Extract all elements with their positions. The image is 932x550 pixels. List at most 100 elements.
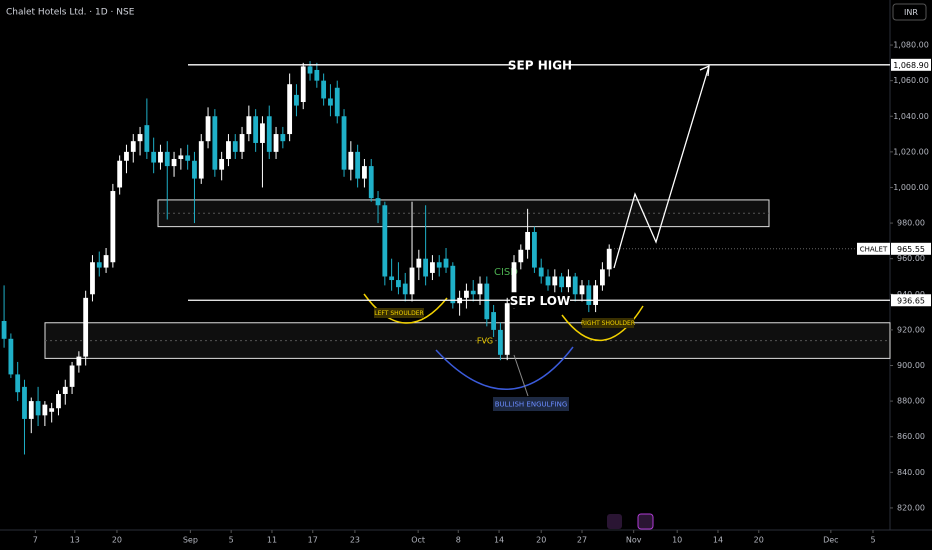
x-tick-label: Oct <box>411 536 425 545</box>
candle-body <box>586 285 592 305</box>
candle-body <box>382 205 388 277</box>
level-name: SEP HIGH <box>508 58 572 72</box>
candle-body <box>62 386 68 394</box>
y-tick-label: 900.00 <box>897 361 925 370</box>
candle-body <box>341 116 347 170</box>
candle-body <box>273 134 279 152</box>
candle-body <box>362 166 367 179</box>
candle-body <box>321 80 327 99</box>
candle-body <box>430 262 435 273</box>
candle-body <box>287 84 293 135</box>
candle-body <box>246 116 252 135</box>
y-tick-label: 880.00 <box>897 397 925 406</box>
candle-body <box>76 356 82 366</box>
x-tick-label: Sep <box>183 536 198 545</box>
candle-body <box>1 320 7 339</box>
price-label: 1,068.90 <box>893 61 929 70</box>
x-tick-label: Nov <box>626 536 642 545</box>
candle-body <box>42 404 48 416</box>
label-bg <box>582 318 634 328</box>
candle-body <box>22 386 27 419</box>
candle-body <box>124 151 129 161</box>
x-tick-label: 20 <box>112 536 122 545</box>
candle-body <box>450 265 456 304</box>
candle-body <box>151 151 157 163</box>
candle-body <box>504 303 510 355</box>
candle-body <box>56 393 61 409</box>
candle-body <box>518 249 524 263</box>
candle-body <box>178 155 184 159</box>
candle-body <box>348 151 354 170</box>
candle-body <box>110 191 116 263</box>
candle-body <box>198 141 204 179</box>
callout-line <box>513 354 529 397</box>
candle-body <box>130 141 136 152</box>
label-bg <box>510 292 570 309</box>
candle-body <box>158 151 163 163</box>
y-tick-label: 1,060.00 <box>893 76 929 85</box>
candle-body <box>307 66 313 74</box>
icon[interactable] <box>637 513 654 530</box>
candle-body <box>464 290 469 298</box>
candle-body <box>212 116 218 170</box>
annotation: BULLISH ENGULFING <box>495 401 568 409</box>
candle-body <box>49 408 55 412</box>
candle-body <box>260 123 265 143</box>
y-tick-label: 1,040.00 <box>893 112 929 121</box>
x-tick-label: 27 <box>577 536 587 545</box>
candle-body <box>559 276 565 288</box>
y-tick-label: 960.00 <box>897 254 925 263</box>
candle-body <box>28 401 34 419</box>
y-tick-label: 840.00 <box>897 468 925 477</box>
x-tick-label: 14 <box>494 536 504 545</box>
price-label-bg <box>891 242 931 255</box>
icon[interactable] <box>607 514 622 529</box>
x-tick-label: 11 <box>267 536 277 545</box>
x-tick-label: 13 <box>70 536 80 545</box>
candle-body <box>314 69 320 81</box>
candle-body <box>90 262 95 295</box>
candle-body <box>470 290 476 295</box>
x-tick-label: 7 <box>33 536 38 545</box>
candle-body <box>423 258 429 277</box>
y-tick-label: 920.00 <box>897 325 925 334</box>
x-tick-label: 5 <box>229 536 234 545</box>
candle-body <box>117 160 123 188</box>
candle-body <box>552 276 558 286</box>
label-bg <box>493 397 569 411</box>
level-name: SEP LOW <box>510 294 570 308</box>
candle-body <box>171 158 177 167</box>
candle-body <box>545 276 551 286</box>
candle-body <box>409 267 415 295</box>
price-label-bg <box>891 58 931 71</box>
candle-body <box>355 151 361 179</box>
currency-box[interactable] <box>892 3 927 21</box>
candle-body <box>436 262 442 268</box>
y-tick-label: 860.00 <box>897 432 925 441</box>
candle-body <box>35 401 41 416</box>
candle-body <box>239 134 245 152</box>
candle-body <box>579 285 585 295</box>
candle-body <box>192 160 197 179</box>
candle-body <box>69 365 75 387</box>
candle-body <box>226 141 231 159</box>
price-label: 936.65 <box>897 296 925 305</box>
annotation: CISD <box>494 267 518 278</box>
candle-body <box>484 283 490 320</box>
candle-body <box>532 231 537 268</box>
candle-body <box>477 283 483 295</box>
chart-title: Chalet Hotels Ltd. · 1D · NSE <box>6 8 135 18</box>
candle-body <box>96 262 102 268</box>
ticker: CHALET <box>860 245 888 253</box>
candle-body <box>15 374 21 393</box>
candle-body <box>185 155 191 161</box>
candle-body <box>566 276 571 288</box>
projection <box>613 65 710 269</box>
candle-body <box>280 134 286 142</box>
x-tick-label: 23 <box>350 536 360 545</box>
candle-body <box>144 125 150 152</box>
candle-body <box>599 269 605 286</box>
left-shoulder-curve <box>363 293 448 324</box>
